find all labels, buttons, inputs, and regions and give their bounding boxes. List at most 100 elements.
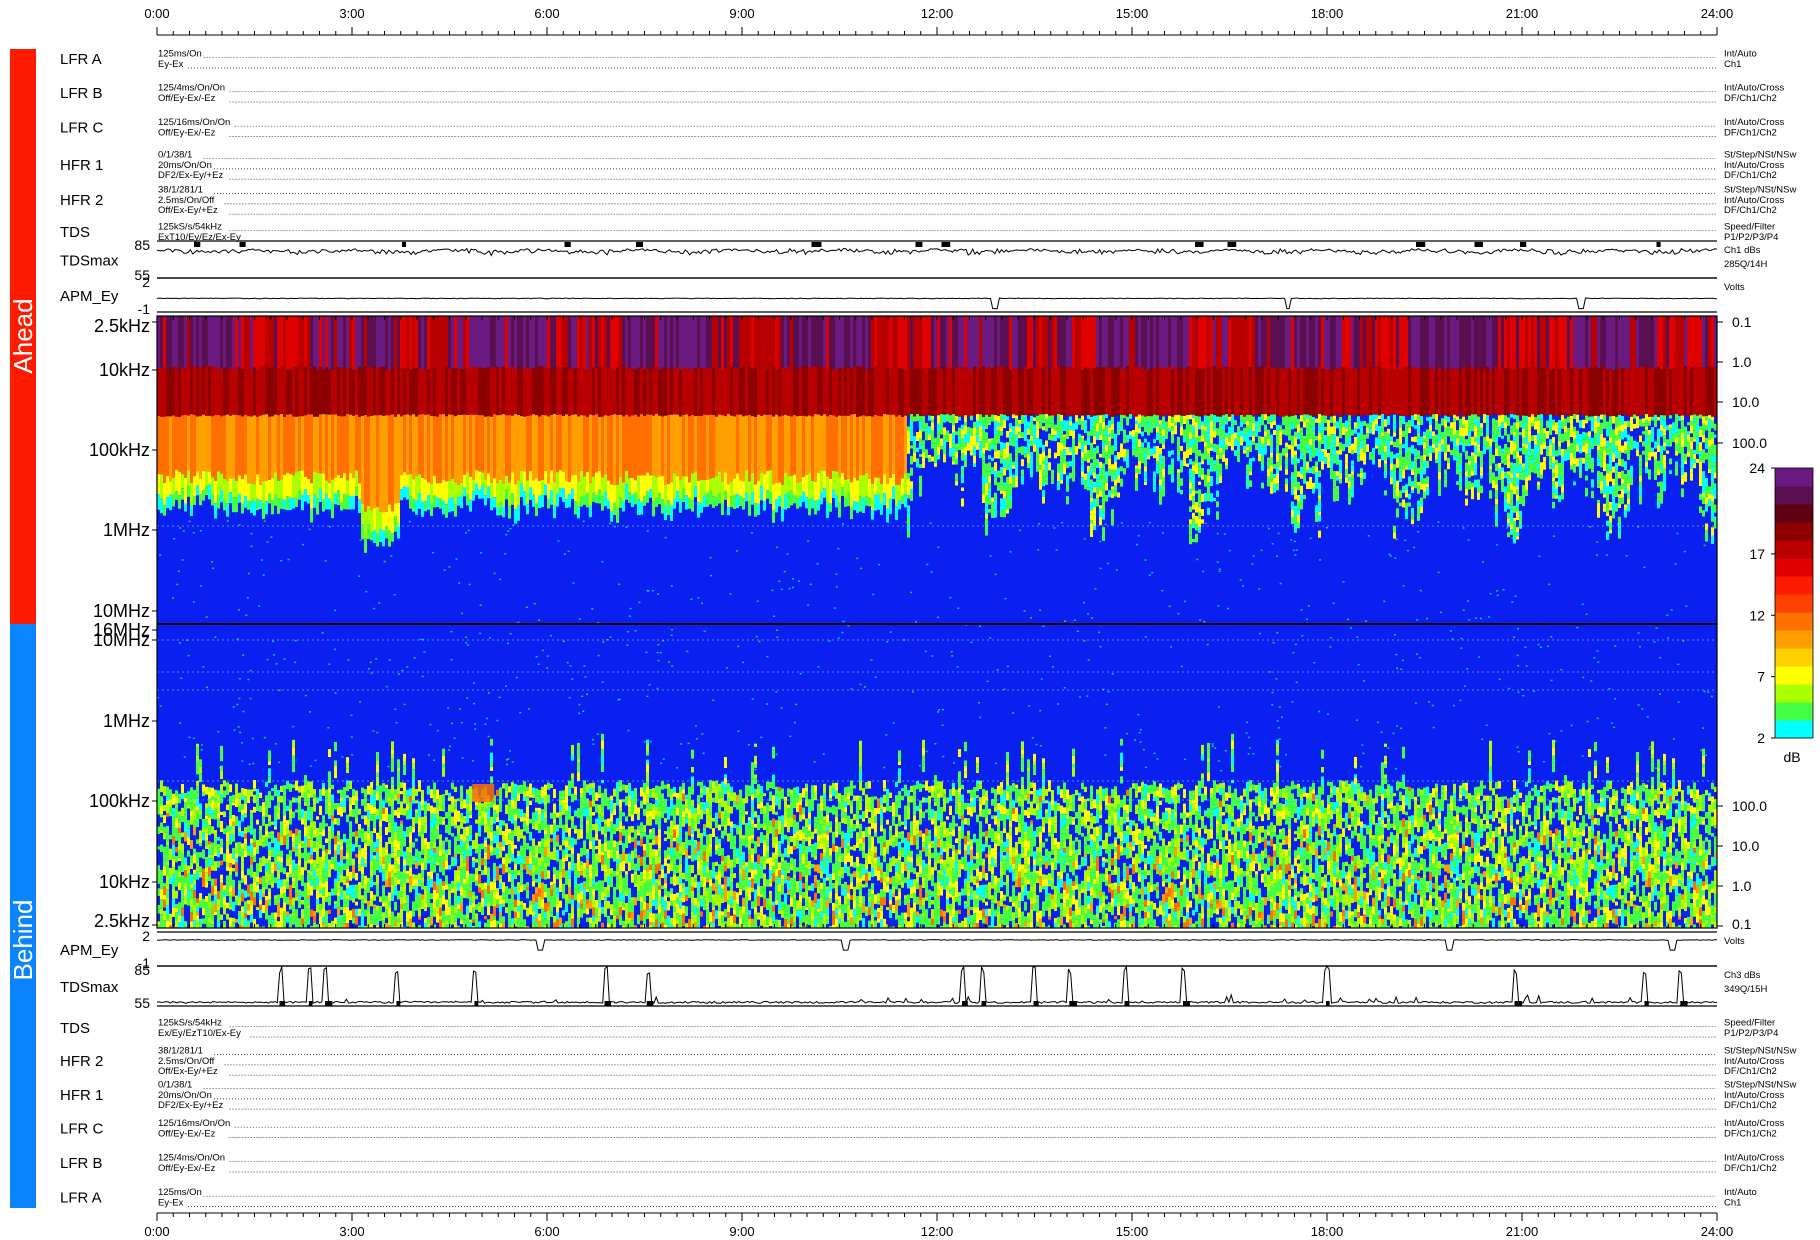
spectrogram-cell — [1327, 442, 1330, 450]
spectrogram-cell — [1189, 506, 1192, 513]
spectrogram-cell — [1507, 316, 1510, 369]
spectrogram-cell — [1273, 316, 1276, 369]
spectrogram-cell — [1045, 316, 1048, 369]
spectrogram-cell — [1516, 472, 1519, 478]
spectrogram-cell — [1252, 461, 1255, 469]
spectrogram-cell — [856, 416, 859, 481]
spectrogram-cell — [1504, 494, 1507, 499]
spectrogram-cell — [892, 369, 895, 415]
spectrogram-cell — [319, 414, 322, 474]
spectrogram-cell — [1540, 468, 1543, 475]
spectrogram-cell — [1609, 510, 1612, 516]
spectrogram-cell — [205, 366, 208, 416]
spectrogram-cell — [1573, 419, 1576, 427]
spectrogram-cell — [949, 433, 952, 441]
spectrogram-cell — [1384, 415, 1387, 420]
spectrogram-cell — [163, 367, 166, 417]
spectrogram-cell — [1414, 471, 1417, 476]
ahead-side-label: Ahead — [8, 298, 38, 373]
spectrogram-cell — [1258, 366, 1261, 417]
spectrogram-cell — [568, 415, 571, 482]
spectrogram-cell — [694, 472, 697, 487]
spectrogram-cell — [715, 497, 718, 506]
spectrogram-cell — [1015, 452, 1018, 457]
spectrogram-cell — [1444, 427, 1447, 436]
spectrogram-cell — [1192, 465, 1195, 472]
spectrogram-cell — [991, 457, 994, 462]
spectrogram-cell — [1036, 448, 1039, 457]
mode-text: 125ms/On — [158, 49, 202, 60]
spectrogram-cell — [703, 367, 706, 415]
spectrogram-cell — [1255, 436, 1258, 444]
spectrogram-cell — [1417, 421, 1420, 425]
spectrogram-cell — [787, 477, 790, 493]
spectrogram-cell — [1483, 422, 1486, 430]
spectrogram-cell — [1093, 526, 1096, 531]
spectrogram-cell — [1303, 447, 1306, 457]
spectrogram-cell — [1324, 449, 1327, 458]
spectrogram-cell — [1096, 459, 1099, 464]
spectrogram-cell — [670, 414, 673, 483]
spectrogram-cell — [1189, 489, 1192, 494]
spectrogram-cell — [1480, 475, 1483, 479]
spectrogram-cell — [1165, 442, 1168, 447]
spectrogram-cell — [1270, 316, 1273, 368]
spectrogram-cell — [1564, 441, 1567, 446]
spectrogram-cell — [1411, 486, 1414, 490]
spectrogram-cell — [1501, 428, 1504, 436]
spectrogram-cell — [910, 448, 913, 456]
spectrogram-cell — [1507, 523, 1510, 527]
spectrogram-cell — [1255, 421, 1258, 428]
spectrogram-cell — [247, 416, 250, 484]
spectrogram-cell — [1273, 477, 1276, 485]
spectrogram-cell — [1054, 445, 1057, 453]
spectrogram-cell — [1237, 431, 1240, 437]
spectrogram-cell — [1072, 438, 1075, 445]
spectrogram-cell — [796, 369, 799, 417]
spectrogram-cell — [1021, 475, 1024, 485]
time-tick-label: 6:00 — [534, 1224, 559, 1239]
spectrogram-cell — [1600, 366, 1603, 415]
spectrogram-cell — [517, 505, 520, 521]
spectrogram-cell — [1435, 447, 1438, 453]
spectrogram-cell — [1138, 414, 1141, 424]
spectrogram-cell — [1492, 414, 1495, 419]
spectrogram-cell — [1291, 457, 1294, 465]
spectrogram-cell — [1366, 433, 1369, 439]
spectrogram-cell — [508, 316, 511, 368]
spectrogram-cell — [1510, 454, 1513, 463]
spectrogram-cell — [1282, 420, 1285, 426]
tds-flag-mark — [811, 242, 822, 247]
spectrogram-cell — [1081, 369, 1084, 416]
spectrogram-cell — [907, 465, 910, 474]
spectrogram-cell — [1009, 423, 1012, 429]
spectrogram-cell — [439, 316, 442, 369]
spectrogram-cell — [478, 415, 481, 472]
spectrogram-cell — [622, 482, 625, 502]
spectrogram-cell — [1276, 473, 1279, 479]
spectrogram-cell — [295, 498, 298, 507]
spectrogram-cell — [910, 481, 913, 490]
spectrogram-cell — [1108, 420, 1111, 428]
spectrogram-cell — [1420, 483, 1423, 490]
spectrogram-cell — [1099, 471, 1102, 478]
spectrogram-cell — [766, 470, 769, 491]
spectrogram-cell — [1045, 476, 1048, 482]
spectrogram-cell — [1339, 442, 1342, 450]
spectrogram-cell — [1231, 426, 1234, 435]
spectrogram-cell — [1507, 447, 1510, 455]
spectrogram-cell — [1246, 438, 1249, 447]
spectrogram-cell — [1456, 474, 1459, 482]
spectrogram-cell — [1066, 447, 1069, 456]
spectrogram-cell — [448, 316, 451, 369]
spectrogram-cell — [1363, 487, 1366, 495]
spectrogram-cell — [1189, 512, 1192, 520]
spectrogram-cell — [859, 475, 862, 497]
spectrogram-cell — [769, 367, 772, 415]
spectrogram-cell — [571, 367, 574, 415]
spectrogram-cell — [1399, 444, 1402, 450]
spectrogram-cell — [1243, 424, 1246, 428]
spectrogram-cell — [1513, 316, 1516, 370]
spectrogram-cell — [991, 518, 994, 526]
spectrogram-cell — [1423, 438, 1426, 442]
